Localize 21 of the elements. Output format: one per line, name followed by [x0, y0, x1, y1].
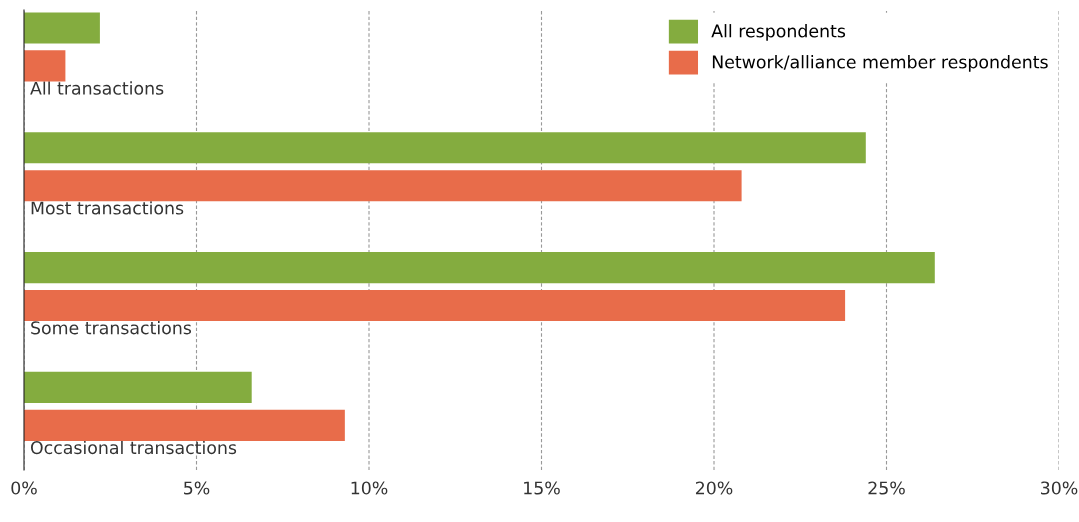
x-tick-label: 15%	[524, 481, 560, 495]
y-tick-label: Some transactions	[31, 320, 192, 335]
bar	[24, 289, 846, 322]
x-tick-label: 10%	[351, 481, 388, 495]
y-tick-label: Most transactions	[31, 201, 184, 215]
bar	[24, 170, 742, 202]
x-tick-label: 25%	[868, 481, 905, 495]
bar	[24, 50, 66, 82]
bar	[24, 251, 935, 284]
y-tick-label: All transactions	[30, 81, 164, 95]
x-tick-label: 5%	[184, 481, 210, 495]
bar	[24, 132, 866, 164]
bar	[24, 371, 252, 403]
legend-label: Network/alliance member respondents	[712, 55, 1048, 72]
x-tick-label: 20%	[695, 481, 733, 495]
x-tick-label: 30%	[1041, 481, 1078, 495]
x-tick-label: 0%	[11, 481, 37, 495]
bar	[24, 12, 100, 44]
bar	[24, 409, 345, 441]
legend-label: All respondents	[711, 24, 846, 41]
y-tick-label: Occasional transactions	[30, 440, 237, 455]
